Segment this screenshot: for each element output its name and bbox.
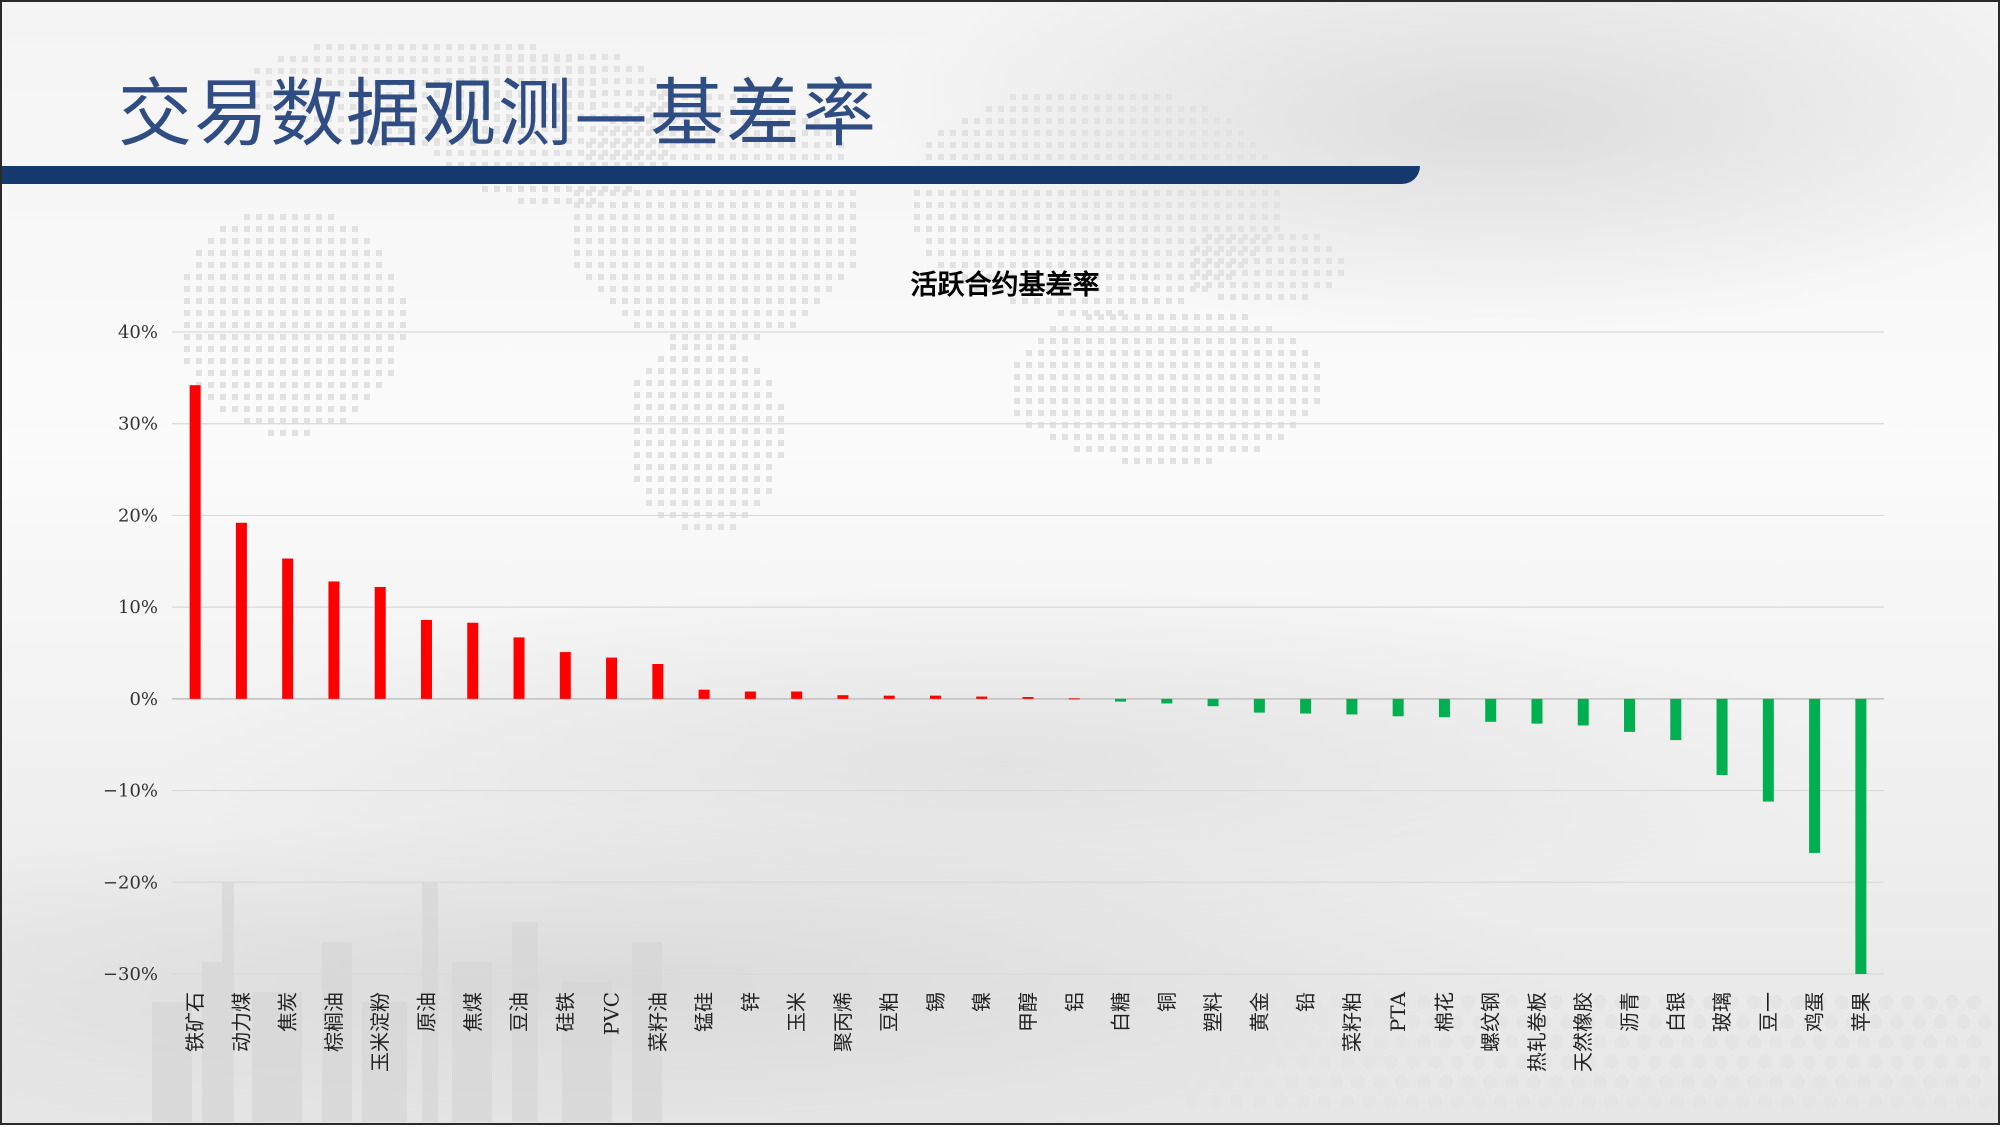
x-tick-label: 螺纹钢 bbox=[1479, 992, 1503, 1052]
bar bbox=[1253, 698, 1265, 713]
bar bbox=[374, 586, 386, 699]
y-tick-label: 20% bbox=[118, 505, 158, 526]
x-tick-label: 聚丙烯 bbox=[831, 992, 855, 1052]
bar bbox=[1115, 698, 1127, 702]
x-axis-ticks: 铁矿石 动力煤 焦炭 棕榈油 玉米淀粉 原油 焦煤 豆油 硅铁 PVC 菜籽油 锰硅 锌 玉米 聚丙烯 豆粕 锡… bbox=[183, 991, 1873, 1072]
x-tick-label: 热轧卷板 bbox=[1525, 992, 1549, 1072]
y-tick-label: 10% bbox=[118, 597, 158, 618]
bar bbox=[513, 637, 525, 699]
bar bbox=[652, 664, 664, 699]
x-tick-label: 棕榈油 bbox=[322, 992, 346, 1052]
header-bar bbox=[2, 166, 1420, 184]
x-tick-label: 动力煤 bbox=[229, 992, 253, 1052]
bar bbox=[328, 581, 340, 699]
x-tick-label: 镍 bbox=[970, 992, 994, 1012]
bar bbox=[1300, 698, 1312, 714]
x-tick-label: 玉米 bbox=[785, 992, 809, 1032]
page-title: 交易数据观测—基差率 bbox=[118, 71, 878, 157]
x-tick-label: 白糖 bbox=[1109, 992, 1133, 1032]
bar bbox=[1068, 698, 1080, 700]
bar bbox=[1624, 698, 1636, 732]
x-tick-label: 锡 bbox=[923, 992, 947, 1012]
bar bbox=[1207, 698, 1219, 707]
x-tick-label: 锌 bbox=[738, 992, 762, 1012]
bar bbox=[606, 657, 618, 699]
bar bbox=[420, 619, 432, 699]
bar bbox=[1346, 698, 1358, 715]
x-tick-label: 铜 bbox=[1155, 992, 1179, 1012]
x-tick-label: 沥青 bbox=[1618, 992, 1642, 1032]
bar bbox=[791, 691, 803, 699]
y-tick-label: −10% bbox=[103, 781, 158, 802]
bar bbox=[1855, 698, 1867, 974]
x-tick-label: PVC bbox=[600, 992, 624, 1035]
x-tick-label: 硅铁 bbox=[553, 992, 577, 1032]
bar bbox=[282, 558, 294, 699]
x-tick-label: 豆油 bbox=[507, 992, 531, 1032]
y-tick-label: 40% bbox=[118, 322, 158, 343]
bar bbox=[744, 691, 756, 699]
bar bbox=[1531, 698, 1543, 724]
x-tick-label: 天然橡胶 bbox=[1571, 992, 1595, 1072]
bar bbox=[1716, 698, 1728, 775]
x-tick-label: 黄金 bbox=[1247, 992, 1271, 1032]
x-tick-label: 原油 bbox=[414, 992, 438, 1032]
bar bbox=[1577, 698, 1589, 726]
bar bbox=[929, 695, 941, 699]
bar bbox=[1022, 697, 1034, 699]
x-tick-label: 白银 bbox=[1664, 992, 1688, 1032]
x-tick-label: 鸡蛋 bbox=[1803, 992, 1827, 1032]
x-tick-label: 铁矿石 bbox=[183, 992, 207, 1052]
bar bbox=[559, 652, 571, 699]
bar bbox=[883, 695, 895, 699]
y-tick-label: −20% bbox=[103, 872, 158, 893]
bar bbox=[837, 695, 849, 699]
bar bbox=[1392, 698, 1404, 717]
x-tick-label: PTA bbox=[1386, 991, 1410, 1032]
bars bbox=[189, 385, 1867, 974]
bar bbox=[1670, 698, 1682, 741]
y-tick-label: 0% bbox=[129, 689, 158, 710]
bar bbox=[235, 522, 247, 699]
bar bbox=[1438, 698, 1450, 718]
y-tick-label: 30% bbox=[118, 414, 158, 435]
bar bbox=[1485, 698, 1497, 722]
x-tick-label: 甲醇 bbox=[1016, 992, 1040, 1032]
bar bbox=[1809, 698, 1821, 853]
x-tick-label: 铝 bbox=[1062, 992, 1086, 1012]
x-tick-label: 豆粕 bbox=[877, 992, 901, 1032]
x-tick-label: 苹果 bbox=[1849, 992, 1873, 1032]
bar bbox=[189, 385, 201, 699]
x-tick-label: 菜籽油 bbox=[646, 992, 670, 1052]
bar bbox=[467, 622, 479, 699]
gridlines bbox=[172, 331, 1884, 975]
x-tick-label: 菜籽粕 bbox=[1340, 992, 1364, 1052]
x-tick-label: 焦炭 bbox=[276, 992, 300, 1032]
x-tick-label: 塑料 bbox=[1201, 992, 1225, 1032]
x-tick-label: 焦煤 bbox=[461, 992, 485, 1032]
chart-title: 活跃合约基差率 bbox=[911, 269, 1100, 301]
y-tick-label: −30% bbox=[103, 964, 158, 985]
bar bbox=[1762, 698, 1774, 802]
x-tick-label: 玻璃 bbox=[1710, 992, 1734, 1032]
x-tick-label: 铅 bbox=[1294, 992, 1318, 1012]
bar bbox=[1161, 698, 1173, 704]
x-tick-label: 玉米淀粉 bbox=[368, 992, 392, 1072]
bar bbox=[698, 689, 710, 699]
x-tick-label: 锰硅 bbox=[692, 992, 716, 1032]
x-tick-label: 豆一 bbox=[1756, 992, 1780, 1032]
y-axis-ticks: 40% 30% 20% 10% 0% −10% −20% −30% bbox=[103, 322, 158, 985]
bar bbox=[976, 696, 988, 699]
x-tick-label: 棉花 bbox=[1432, 992, 1456, 1032]
